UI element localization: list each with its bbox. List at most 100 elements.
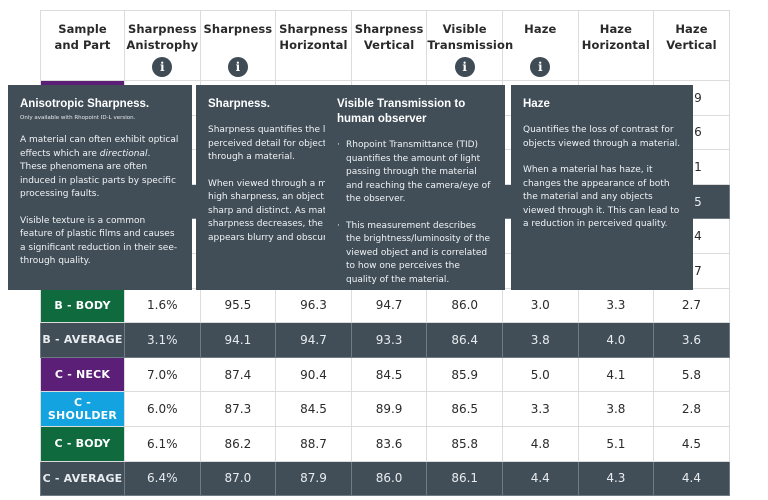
tooltip-subtitle: Only available with Rhopoint ID-L versio… — [20, 115, 136, 121]
tooltip-text: A material can often exhibit optical eff… — [20, 135, 179, 159]
tooltip-text-emphasis: directional — [99, 148, 148, 159]
value-cell: 4.1 — [577, 356, 655, 393]
header-label-line2: Vertical — [363, 38, 415, 52]
part-label-cell: C - AVERAGE — [40, 460, 125, 497]
tooltip-line: through a material. — [208, 152, 296, 162]
value-cell: 85.9 — [426, 356, 503, 393]
value-cell: 2.7 — [653, 287, 730, 324]
value-cell: 86.0 — [426, 287, 503, 324]
tooltip-line: sharp and distinct. As mate — [208, 205, 332, 216]
value-cell: 4.8 — [501, 425, 579, 462]
value-cell: 3.1% — [124, 322, 201, 358]
info-icon[interactable]: i — [152, 57, 173, 77]
part-label-cell: C - NECK — [40, 356, 125, 393]
header-sharpness-vertical: Sharpness Vertical — [350, 10, 428, 81]
header-label-line2: Anistrophy — [126, 38, 199, 52]
header-haze-vertical: Haze Vertical — [653, 10, 730, 81]
value-cell: 86.4 — [426, 322, 503, 358]
tooltip-title: Haze — [523, 98, 550, 110]
value-cell: 6.0% — [124, 391, 201, 427]
value-cell: 5.1 — [577, 425, 655, 462]
value-cell: 93.3 — [350, 322, 428, 358]
table-row: C - SHOULDER 6.0% 87.3 84.5 89.9 86.5 3.3 3.8 2.… — [40, 391, 730, 427]
value-cell: 86.5 — [426, 391, 503, 427]
header-label-line1: Haze — [599, 22, 632, 36]
header-label-line1: Visible — [442, 22, 487, 36]
value-cell: 6.4% — [124, 460, 201, 497]
tooltip-line: perceived detail for objects — [208, 138, 331, 149]
tooltip-title: Visible Transmission to human observer — [337, 98, 466, 125]
value-cell: 3.8 — [501, 322, 579, 358]
tooltip-paragraph: Sharpness quantifies the lo perceived de… — [208, 124, 331, 165]
tooltip-bullet-list: Rhopoint Transmittance (TID) quantifies … — [337, 139, 493, 287]
value-cell: 96.3 — [275, 287, 352, 324]
value-cell: 85.8 — [426, 425, 503, 462]
value-cell: 84.5 — [275, 391, 352, 427]
value-cell: 3.3 — [577, 287, 655, 324]
header-label-line2 — [503, 37, 578, 53]
table-row: B - AVERAGE 3.1% 94.1 94.7 93.3 86.4 3.8 4.0 3.6 — [40, 322, 730, 358]
header-label-line2: and Part — [54, 38, 111, 52]
part-label-cell: C - SHOULDER — [40, 391, 125, 427]
value-cell: 87.3 — [199, 391, 277, 427]
value-cell: 4.5 — [653, 425, 730, 462]
header-label-line1: Sharpness — [279, 22, 348, 36]
value-cell: 5.0 — [501, 356, 579, 393]
value-cell: 3.3 — [501, 391, 579, 427]
value-cell: 2.8 — [653, 391, 730, 427]
tooltip-line: high sharpness, an object a — [208, 192, 333, 202]
value-cell: 86.0 — [350, 460, 428, 497]
value-cell: 4.3 — [577, 460, 655, 497]
tooltip-visible-transmission: Visible Transmission to human observer R… — [325, 85, 505, 290]
info-icon[interactable]: i — [227, 57, 248, 77]
value-cell: 95.5 — [199, 287, 277, 324]
tooltip-line: Sharpness quantifies the lo — [208, 125, 331, 135]
table-row: C - AVERAGE 6.4% 87.0 87.9 86.0 86.1 4.4 4.3 4.4 — [40, 460, 730, 497]
header-label-line1: Sharpness — [127, 22, 197, 36]
value-cell: 94.7 — [350, 287, 428, 324]
part-label-cell: B - BODY — [40, 287, 125, 324]
header-label-line1: Sharpness — [354, 22, 424, 36]
value-cell: 87.9 — [275, 460, 352, 497]
info-icon[interactable]: i — [454, 57, 475, 77]
table-row: C - BODY 6.1% 86.2 88.7 83.6 85.8 4.8 5.1 4.5 — [40, 425, 730, 462]
value-cell: 3.0 — [501, 287, 579, 324]
part-label-cell: B - AVERAGE — [40, 322, 125, 358]
value-cell: 84.5 — [350, 356, 428, 393]
header-visible-transmission: Visible Transmission i — [426, 10, 514, 81]
tooltip-paragraph: When a material has haze, it changes the… — [523, 165, 680, 229]
header-row: Sample and Part Sharpness Anistrophy i S… — [40, 10, 730, 81]
tooltip-paragraph: When viewed through a ma high sharpness,… — [208, 178, 332, 246]
value-cell: 5.8 — [653, 356, 730, 393]
value-cell: 1.6% — [124, 287, 201, 324]
tooltip-sharpness: Sharpness. Sharpness quantifies the lo p… — [196, 85, 333, 290]
table-row: C - NECK 7.0% 87.4 90.4 84.5 85.9 5.0 4.1 5.8 — [40, 356, 730, 393]
value-cell: 86.2 — [199, 425, 277, 462]
tooltip-line: appears blurry and obscure — [208, 232, 332, 243]
value-cell: 89.9 — [350, 391, 428, 427]
tooltip-haze: Haze Quantifies the loss of contrast for… — [511, 85, 693, 290]
part-label-cell: C - BODY — [40, 425, 125, 462]
tooltip-line: sharpness decreases, the o — [208, 219, 332, 229]
info-icon[interactable]: i — [530, 57, 551, 77]
value-cell: 4.4 — [653, 460, 730, 497]
tooltip-paragraph: Visible texture is a common feature of p… — [20, 215, 178, 267]
value-cell: 3.6 — [653, 322, 730, 358]
tooltip-title: Anisotropic Sharpness. — [20, 98, 150, 110]
header-label-line2: Horizontal — [581, 38, 650, 52]
value-cell: 88.7 — [275, 425, 352, 462]
tooltip-anisotropic-sharpness: Anisotropic Sharpness. Only available wi… — [8, 85, 192, 290]
value-cell: 87.4 — [199, 356, 277, 393]
tooltip-text: . These phenomena are often induced in p… — [20, 148, 176, 200]
header-haze-horizontal: Haze Horizontal — [577, 10, 655, 81]
value-cell: 83.6 — [350, 425, 428, 462]
header-sharpness-anisotropy: Sharpness Anistrophy i — [124, 10, 201, 81]
value-cell: 90.4 — [275, 356, 352, 393]
header-sharpness: Sharpness i — [199, 10, 277, 81]
tooltip-bullet: Rhopoint Transmittance (TID) quantifies … — [337, 139, 493, 207]
header-label-line1: Sharpness — [203, 22, 273, 36]
header-label-line1: Haze — [675, 22, 708, 36]
header-label-line2: Transmission — [427, 38, 514, 52]
tooltip-bullet: This measurement describes the brightnes… — [337, 220, 493, 288]
header-label-line1: Sample — [58, 22, 107, 36]
